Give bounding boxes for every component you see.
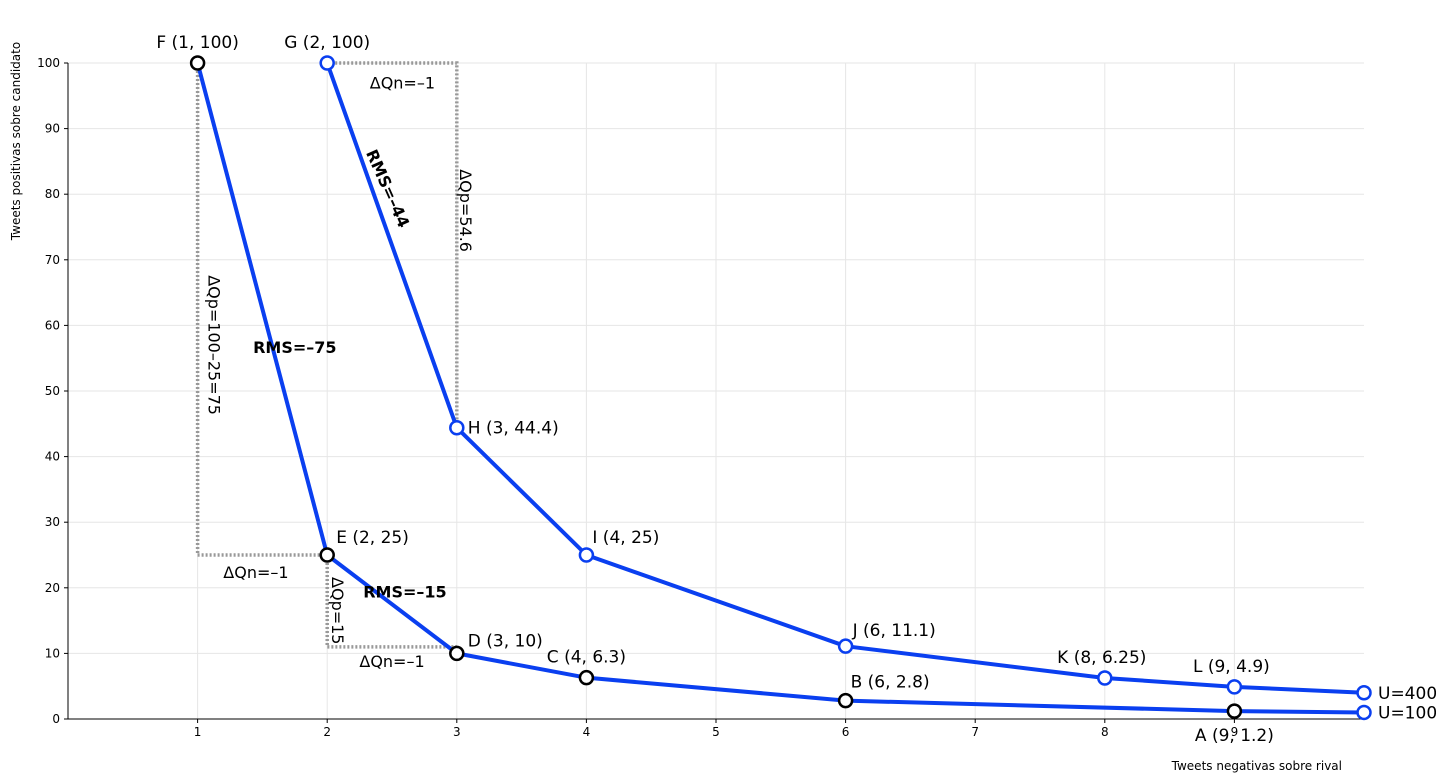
annotation: RMS=–15 xyxy=(363,583,446,602)
delta-guide xyxy=(195,63,328,557)
data-point xyxy=(449,419,465,436)
data-point xyxy=(837,692,854,709)
point-label: H (3, 44.4) xyxy=(468,419,559,439)
x-axis-title: Tweets negativas sobre rival xyxy=(1171,759,1342,773)
x-tick-label: 8 xyxy=(1101,725,1109,739)
data-point xyxy=(837,638,854,654)
point-label: G (2, 100) xyxy=(284,33,370,53)
y-tick-label: 100 xyxy=(37,56,60,70)
x-tick-label: 9 xyxy=(1231,725,1239,739)
y-tick-label: 20 xyxy=(45,581,60,595)
data-point xyxy=(1356,685,1372,701)
y-tick-label: 50 xyxy=(45,384,60,398)
data-point xyxy=(189,55,206,71)
annotation: ΔQp=15 xyxy=(328,577,347,644)
data-point xyxy=(449,645,465,662)
data-point xyxy=(319,547,335,563)
point-label: L (9, 4.9) xyxy=(1193,657,1270,677)
point-label: C (4, 6.3) xyxy=(547,648,626,668)
x-tick-label: 7 xyxy=(971,725,979,739)
y-tick-label: 70 xyxy=(45,253,60,267)
annotation: ΔQn=–1 xyxy=(223,563,288,582)
x-tick-label: 3 xyxy=(453,725,461,739)
tick-labels: 0 10 20 30 40 50 60 70 80 90 100 1 2 3 4 5 6 7 8 9 xyxy=(37,56,1238,739)
delta-guides xyxy=(195,61,459,649)
data-point xyxy=(578,669,595,686)
delta-guide xyxy=(327,61,459,428)
y-tick-label: 0 xyxy=(52,712,60,726)
annotation: ΔQn=–1 xyxy=(370,73,435,92)
y-tick-label: 80 xyxy=(45,187,60,201)
annotation: ΔQn=–1 xyxy=(359,652,424,671)
data-point xyxy=(319,55,335,71)
y-tick-label: 30 xyxy=(45,515,60,529)
x-tick-label: 2 xyxy=(323,725,331,739)
x-tick-label: 5 xyxy=(712,725,720,739)
y-tick-label: 90 xyxy=(45,122,60,136)
y-axis-title: Tweets positivas sobre candidato xyxy=(9,42,23,241)
annotation: RMS=–75 xyxy=(253,338,336,357)
point-label: I (4, 25) xyxy=(592,528,659,548)
point-label: A (9, 1.2) xyxy=(1195,726,1274,746)
y-tick-label: 60 xyxy=(45,318,60,332)
curve-label: U=100 xyxy=(1378,703,1436,723)
curve-label: U=400 xyxy=(1378,684,1436,704)
grid xyxy=(68,62,1364,719)
point-label: E (2, 25) xyxy=(336,528,409,548)
y-tick-label: 10 xyxy=(45,646,60,660)
x-tick-label: 6 xyxy=(842,725,850,739)
point-label: J (6, 11.1) xyxy=(852,621,936,641)
axes xyxy=(64,62,1364,723)
data-point xyxy=(1356,704,1372,721)
point-label: B (6, 2.8) xyxy=(851,673,930,693)
x-tick-label: 1 xyxy=(194,725,202,739)
point-labels: F (1, 100) E (2, 25) D (3, 10)C (4, 6.3) B … xyxy=(156,33,1436,746)
point-label: K (8, 6.25) xyxy=(1057,648,1146,668)
annotations: ΔQp=100–25=75 RMS=–75 ΔQn=–1 ΔQp=15 RMS=–15 Δ… xyxy=(205,73,475,671)
annotation: ΔQp=100–25=75 xyxy=(205,275,224,415)
data-points xyxy=(189,55,1372,721)
data-point xyxy=(1097,670,1113,686)
annotation: ΔQp=54.6 xyxy=(456,169,475,252)
point-label: F (1, 100) xyxy=(156,33,239,53)
x-tick-label: 4 xyxy=(583,725,591,739)
data-point xyxy=(1226,703,1243,719)
data-point xyxy=(1226,679,1243,695)
point-label: D (3, 10) xyxy=(468,631,543,651)
data-point xyxy=(578,547,595,563)
y-tick-label: 40 xyxy=(45,450,60,464)
